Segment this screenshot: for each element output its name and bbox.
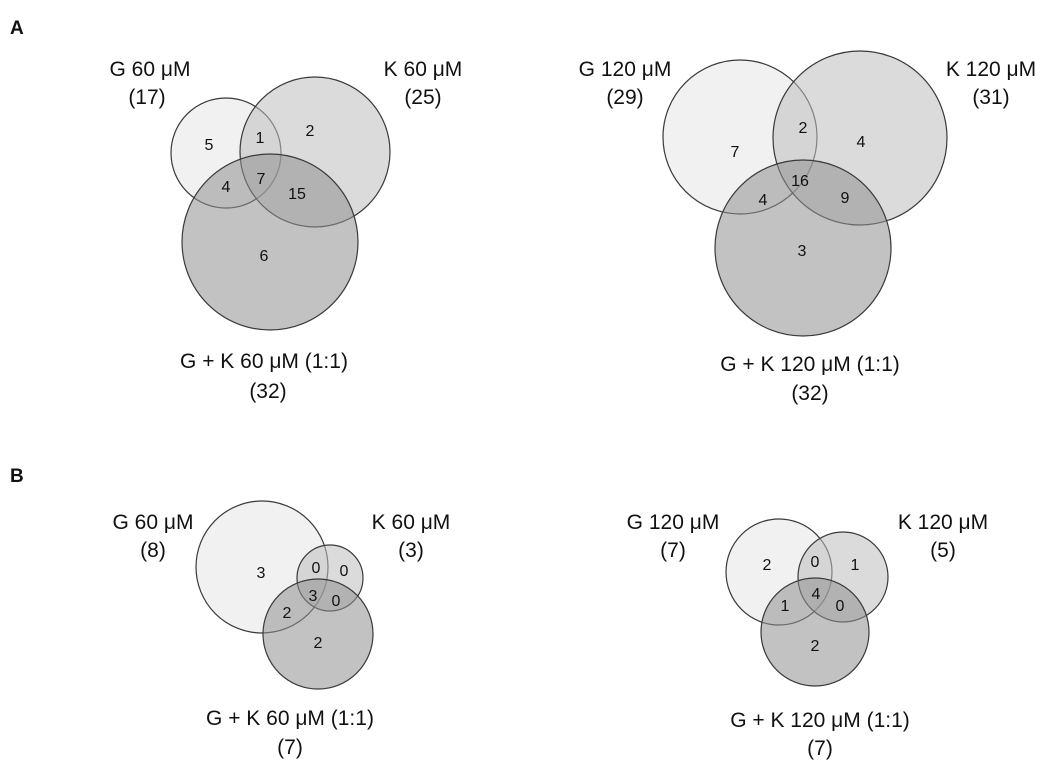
set-label-g: G 60 μM <box>113 511 194 534</box>
set-label-gk: G + K 60 μM (1:1) <box>206 707 374 730</box>
set-label-g: G 120 μM <box>627 511 720 534</box>
region-g-gk: 4 <box>222 179 231 196</box>
region-all: 3 <box>309 588 318 605</box>
region-g-k: 1 <box>256 130 265 147</box>
region-g-k: 0 <box>312 560 321 577</box>
set-label-g: G 60 μM <box>110 58 191 81</box>
set-total-k: (3) <box>398 539 424 562</box>
set-label-gk: G + K 120 μM (1:1) <box>730 709 910 732</box>
region-g-k: 0 <box>811 554 820 571</box>
set-total-k: (5) <box>930 539 956 562</box>
circle-gk-120 <box>714 159 892 337</box>
set-total-k: (31) <box>972 86 1009 109</box>
set-total-g: (7) <box>660 539 686 562</box>
region-gk-only: 6 <box>260 248 269 265</box>
region-g-gk: 1 <box>781 598 790 615</box>
region-g-only: 2 <box>763 557 772 574</box>
set-label-g: G 120 μM <box>579 58 672 81</box>
region-g-only: 7 <box>731 144 740 161</box>
circle-gk-120 <box>760 577 870 687</box>
set-total-gk: (7) <box>807 737 833 760</box>
region-g-gk: 2 <box>283 605 292 622</box>
region-all: 4 <box>812 586 821 603</box>
region-g-only: 3 <box>257 565 266 582</box>
set-total-g: (8) <box>140 539 166 562</box>
set-label-gk: G + K 120 μM (1:1) <box>720 353 900 376</box>
region-k-gk: 9 <box>841 190 850 207</box>
region-k-only: 2 <box>306 123 315 140</box>
region-k-gk: 0 <box>332 593 341 610</box>
set-label-k: K 120 μM <box>946 58 1036 81</box>
region-gk-only: 2 <box>811 638 820 655</box>
region-all: 7 <box>257 171 266 188</box>
region-k-gk: 15 <box>288 186 306 203</box>
set-label-k: K 60 μM <box>372 511 451 534</box>
region-gk-only: 2 <box>314 635 323 652</box>
set-total-gk: (32) <box>249 380 286 403</box>
region-gk-only: 3 <box>798 243 807 260</box>
set-total-gk: (7) <box>277 736 303 759</box>
set-total-gk: (32) <box>791 382 828 405</box>
venn-a-60: G 60 μM (17) K 60 μM (25) G + K 60 μM (1… <box>110 58 463 403</box>
circle-gk-60 <box>262 578 374 690</box>
venn-a-120: G 120 μM (29) K 120 μM (31) G + K 120 μM… <box>579 50 1036 405</box>
set-total-g: (29) <box>606 86 643 109</box>
set-label-k: K 60 μM <box>384 58 463 81</box>
venn-b-60: G 60 μM (8) K 60 μM (3) G + K 60 μM (1:1… <box>113 500 451 759</box>
region-g-gk: 4 <box>759 192 768 209</box>
region-g-k: 2 <box>799 120 808 137</box>
panel-b-letter: B <box>10 466 24 487</box>
region-k-only: 1 <box>851 557 860 574</box>
set-total-g: (17) <box>128 86 165 109</box>
set-total-k: (25) <box>404 86 441 109</box>
region-k-gk: 0 <box>836 598 845 615</box>
set-label-k: K 120 μM <box>898 511 988 534</box>
region-k-only: 0 <box>340 563 349 580</box>
region-g-only: 5 <box>205 137 214 154</box>
region-all: 16 <box>791 173 809 190</box>
panel-a-letter: A <box>10 18 24 39</box>
circle-gk-60 <box>181 153 359 331</box>
region-k-only: 4 <box>857 134 866 151</box>
set-label-gk: G + K 60 μM (1:1) <box>180 350 348 373</box>
venn-b-120: G 120 μM (7) K 120 μM (5) G + K 120 μM (… <box>627 511 988 760</box>
